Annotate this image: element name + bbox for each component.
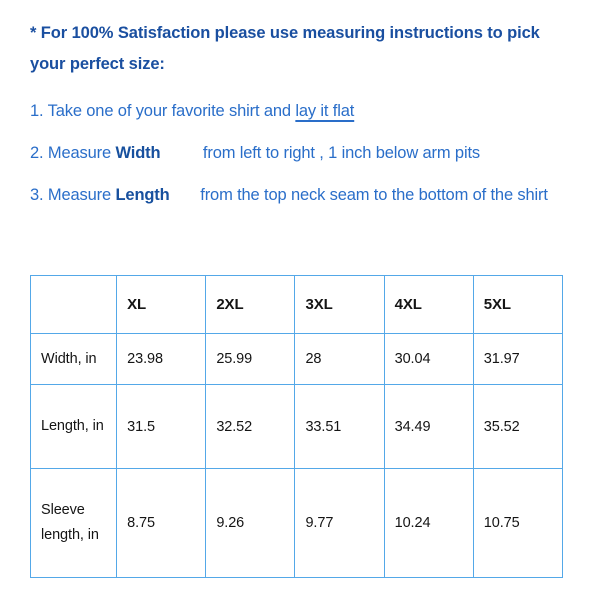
measuring-instructions-list: 1. Take one of your favorite shirt and l… xyxy=(30,96,570,216)
measurement-cell: 30.04 xyxy=(383,333,474,385)
instruction-step-1: 1. Take one of your favorite shirt and l… xyxy=(30,96,570,127)
measurement-cell: 10.24 xyxy=(383,468,474,578)
row-label: Width, in xyxy=(29,333,118,385)
measurement-cell: 33.51 xyxy=(294,384,385,469)
measurement-cell: 28 xyxy=(294,333,385,385)
table-header-row: XL 2XL 3XL 4XL 5XL xyxy=(29,275,564,334)
measurement-cell: 8.75 xyxy=(116,468,207,578)
measurement-cell: 34.49 xyxy=(383,384,474,469)
step-3-prefix: 3. Measure xyxy=(30,186,116,204)
step-3-suffix: from the top neck seam to the bottom of … xyxy=(195,186,548,204)
measurement-cell: 31.97 xyxy=(472,333,564,385)
row-label: Sleeve length, in xyxy=(29,468,118,578)
measurement-cell: 32.52 xyxy=(205,384,296,469)
measurement-cell: 23.98 xyxy=(116,333,207,385)
instruction-step-2: 2. Measure Width W from left to right , 1… xyxy=(30,138,480,173)
step-2-prefix: 2. Measure xyxy=(30,144,116,162)
page-title: * For 100% Satisfaction please use measu… xyxy=(30,24,540,73)
measurement-cell: 31.5 xyxy=(116,384,207,469)
step-2-suffix: from left to right , 1 inch below arm pi… xyxy=(198,144,480,162)
size-measurement-table: XL 2XL 3XL 4XL 5XL Width, in 23.98 25.99 28 30.04… xyxy=(29,275,564,578)
step-3-keyword: Length xyxy=(115,186,170,204)
measurement-cell: 10.75 xyxy=(472,468,564,578)
table-row: Length, in 31.5 32.52 33.51 34.49 35.52 xyxy=(29,384,564,469)
step-1-text: 1. Take one of your favorite shirt and xyxy=(30,102,296,120)
column-header-5xl: 5XL xyxy=(472,275,564,334)
column-header-4xl: 4XL xyxy=(383,275,474,334)
measurement-cell: 35.52 xyxy=(472,384,564,469)
table-row: Sleeve length, in 8.75 9.26 9.77 10.24 10.75 xyxy=(29,468,564,578)
measurement-cell: 9.26 xyxy=(205,468,296,578)
step-2-keyword: Width xyxy=(115,144,161,162)
step-1-emphasis: lay it flat xyxy=(295,102,355,120)
column-header-3xl: 3XL xyxy=(294,275,385,334)
row-label: Length, in xyxy=(29,384,118,469)
table-corner-cell xyxy=(29,275,118,334)
measurement-cell: 25.99 xyxy=(205,333,296,385)
measurement-cell: 9.77 xyxy=(294,468,385,578)
table-row: Width, in 23.98 25.99 28 30.04 31.97 xyxy=(29,333,564,385)
column-header-2xl: 2XL xyxy=(205,275,296,334)
column-header-xl: XL xyxy=(116,275,207,334)
instruction-step-3: 3. Measure LengthL from the top neck sea… xyxy=(30,178,548,216)
